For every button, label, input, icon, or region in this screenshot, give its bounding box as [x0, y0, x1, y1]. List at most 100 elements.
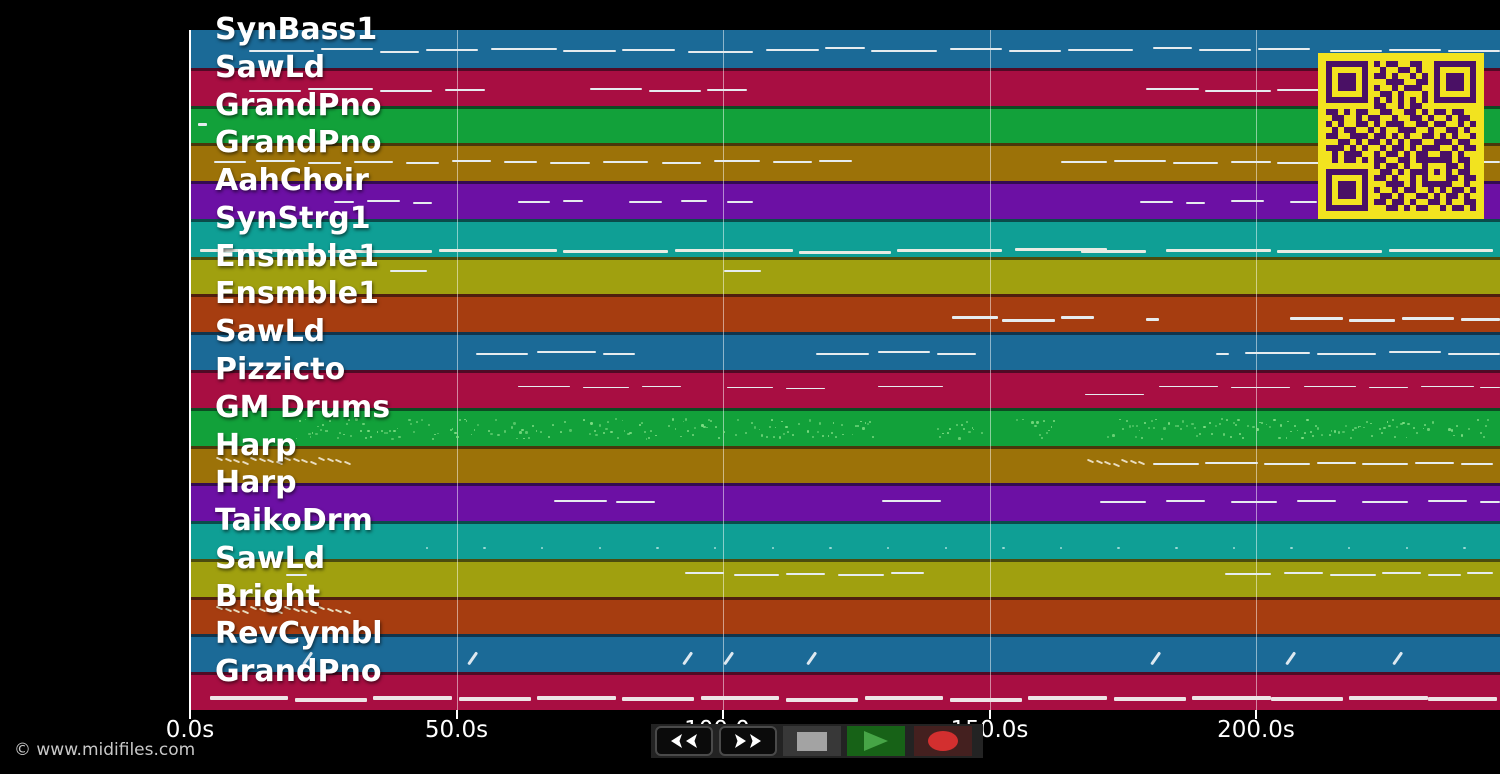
note-segment — [602, 160, 649, 163]
qr-module — [1446, 121, 1452, 127]
qr-module — [1368, 187, 1374, 193]
qr-module — [1386, 175, 1392, 181]
qr-module — [1326, 199, 1332, 205]
qr-module — [1398, 175, 1404, 181]
drum-hit — [774, 426, 777, 429]
rewind-button[interactable] — [655, 726, 713, 756]
drum-hit — [1048, 429, 1051, 432]
qr-module — [1380, 169, 1386, 175]
stop-icon — [797, 731, 827, 751]
qr-module — [1332, 121, 1338, 127]
drum-hit — [1031, 421, 1034, 424]
drum-hit — [1383, 426, 1386, 429]
qr-module — [1398, 169, 1404, 175]
note-segment — [1231, 500, 1278, 503]
qr-module — [1386, 133, 1392, 139]
stop-button[interactable] — [783, 726, 841, 756]
qr-module — [1458, 157, 1464, 163]
qr-module — [1338, 91, 1344, 97]
drum-hit — [949, 427, 951, 430]
record-button[interactable] — [914, 726, 972, 756]
fast-forward-button[interactable] — [719, 726, 777, 756]
watermark: © www.midifiles.com — [14, 740, 196, 760]
drum-hit — [1168, 422, 1171, 425]
note-segment — [1185, 201, 1206, 204]
drum-hit — [650, 430, 652, 433]
note-segment — [622, 48, 675, 51]
drum-hit — [1366, 420, 1369, 423]
qr-module — [1434, 67, 1440, 73]
qr-module — [1452, 67, 1458, 73]
qr-module — [1356, 103, 1362, 109]
drum-hit — [1215, 424, 1218, 427]
drum-hit — [1203, 425, 1206, 429]
note-segment — [1146, 317, 1160, 321]
play-button[interactable] — [847, 726, 905, 756]
note-segment — [622, 697, 695, 702]
qr-module — [1356, 139, 1362, 145]
drum-hit — [735, 433, 738, 436]
qr-module — [1338, 205, 1344, 211]
qr-module — [1350, 169, 1356, 175]
qr-module — [1392, 175, 1398, 181]
qr-module — [1338, 151, 1344, 157]
drum-hit — [1134, 435, 1138, 439]
qr-module — [1440, 205, 1446, 211]
qr-module — [1368, 61, 1374, 67]
qr-module — [1452, 169, 1458, 175]
qr-module — [1392, 127, 1398, 133]
qr-module — [1338, 109, 1344, 115]
hatch-stroke — [1112, 462, 1120, 468]
qr-module — [1458, 151, 1464, 157]
qr-module — [1404, 181, 1410, 187]
qr-module — [1326, 91, 1332, 97]
drum-hit — [552, 424, 554, 426]
qr-module — [1422, 127, 1428, 133]
drum-hit — [1304, 432, 1306, 434]
drum-hit — [694, 426, 696, 429]
hatch-stroke — [1129, 459, 1137, 465]
fast-forward-icon — [735, 734, 761, 748]
drum-hit — [655, 434, 657, 437]
qr-module — [1452, 115, 1458, 121]
track-band — [190, 370, 1500, 408]
qr-module — [1338, 121, 1344, 127]
qr-module — [1386, 61, 1392, 67]
drum-hit — [569, 429, 572, 432]
drum-hit — [1043, 420, 1045, 422]
track-label: Harp — [215, 465, 297, 501]
qr-module — [1464, 67, 1470, 73]
qr-module — [1326, 151, 1332, 157]
note-segment — [213, 161, 247, 164]
drum-hit — [1225, 418, 1228, 421]
qr-module — [1404, 85, 1410, 91]
qr-module — [1380, 157, 1386, 163]
qr-module — [1422, 163, 1428, 169]
qr-module — [1404, 109, 1410, 115]
drum-hit — [1143, 422, 1146, 424]
track-band — [190, 407, 1500, 446]
qr-module — [1428, 181, 1434, 187]
note-segment — [550, 162, 590, 165]
qr-module — [1386, 199, 1392, 205]
qr-module — [1422, 109, 1428, 115]
qr-module — [1422, 61, 1428, 67]
drum-hit — [464, 418, 466, 420]
note-segment — [1329, 573, 1376, 576]
qr-module — [1458, 139, 1464, 145]
qr-module — [1464, 193, 1470, 199]
qr-module — [1404, 97, 1410, 103]
qr-module — [1398, 67, 1404, 73]
qr-module — [1422, 73, 1428, 79]
drum-hit — [376, 431, 379, 433]
qr-module — [1368, 109, 1374, 115]
qr-module — [1344, 193, 1350, 199]
qr-module — [1452, 79, 1458, 85]
drum-hit — [966, 421, 969, 424]
qr-module — [1374, 163, 1380, 169]
qr-module — [1386, 205, 1392, 211]
drum-hit — [1486, 419, 1489, 422]
slash-note — [1392, 651, 1403, 666]
qr-module — [1458, 67, 1464, 73]
drum-hit — [1280, 424, 1283, 427]
